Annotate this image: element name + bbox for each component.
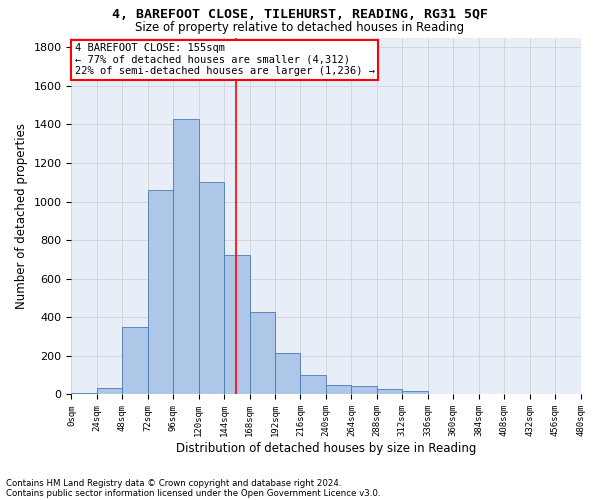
Bar — [224, 254, 250, 394]
Bar — [148, 190, 173, 394]
Bar — [122, 327, 148, 394]
Bar — [71, 392, 97, 394]
Text: Contains HM Land Registry data © Crown copyright and database right 2024.: Contains HM Land Registry data © Crown c… — [6, 478, 341, 488]
Bar — [403, 390, 428, 394]
Text: 4 BAREFOOT CLOSE: 155sqm
← 77% of detached houses are smaller (4,312)
22% of sem: 4 BAREFOOT CLOSE: 155sqm ← 77% of detach… — [74, 44, 374, 76]
X-axis label: Distribution of detached houses by size in Reading: Distribution of detached houses by size … — [176, 442, 476, 455]
Bar — [377, 388, 403, 394]
Bar — [250, 312, 275, 394]
Bar — [301, 375, 326, 394]
Text: 4, BAREFOOT CLOSE, TILEHURST, READING, RG31 5QF: 4, BAREFOOT CLOSE, TILEHURST, READING, R… — [112, 8, 488, 20]
Text: Size of property relative to detached houses in Reading: Size of property relative to detached ho… — [136, 21, 464, 34]
Bar — [97, 388, 122, 394]
Bar — [352, 386, 377, 394]
Bar — [173, 118, 199, 394]
Y-axis label: Number of detached properties: Number of detached properties — [15, 123, 28, 309]
Bar — [199, 182, 224, 394]
Bar — [275, 353, 301, 395]
Text: Contains public sector information licensed under the Open Government Licence v3: Contains public sector information licen… — [6, 488, 380, 498]
Bar — [326, 385, 352, 394]
